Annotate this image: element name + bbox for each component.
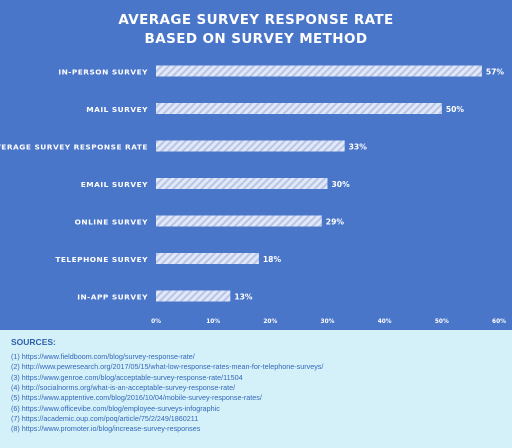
sources-section: SOURCES: (1) https://www.fieldboom.com/b… <box>11 337 506 435</box>
chart-title: AVERAGE SURVEY RESPONSE RATE BASED ON SU… <box>0 11 512 49</box>
chart-title-line-2: BASED ON SURVEY METHOD <box>144 31 368 47</box>
source-link[interactable]: (6) https://www.officevibe.com/blog/empl… <box>11 403 220 413</box>
bar <box>156 65 482 77</box>
category-label: EMAIL SURVEY <box>81 180 148 189</box>
bar-chart: IN-PERSON SURVEY 57% MAIL SURVEY 50% AVERAGE… <box>0 65 506 325</box>
bar <box>156 140 345 152</box>
bar <box>156 103 442 114</box>
value-label: 13% <box>234 293 253 302</box>
source-link[interactable]: (1) https://www.fieldboom.com/blog/surve… <box>11 352 195 361</box>
value-label: 30% <box>332 180 351 189</box>
x-tick-label: 10% <box>206 319 220 325</box>
bar <box>156 290 231 302</box>
x-tick-label: 60% <box>492 319 506 325</box>
x-tick-label: 30% <box>321 319 335 325</box>
category-label: MAIL SURVEY <box>86 105 148 114</box>
x-tick-label: 20% <box>263 319 277 325</box>
category-label: AVERAGE SURVEY RESPONSE RATE <box>0 143 148 152</box>
sources-list: (1) https://www.fieldboom.com/blog/surve… <box>11 352 506 435</box>
x-tick-label: 0% <box>151 319 161 325</box>
source-link[interactable]: (5) https://www.apptentive.com/blog/2016… <box>11 393 262 403</box>
source-link[interactable]: (8) https://www.promoter.io/blog/increas… <box>11 424 201 434</box>
x-tick-label: 50% <box>435 319 449 325</box>
bar <box>156 178 328 189</box>
source-link[interactable]: (3) https://www.genroe.com/blog/acceptab… <box>11 372 243 382</box>
category-label: IN-APP SURVEY <box>77 293 148 302</box>
category-label: ONLINE SURVEY <box>75 218 149 227</box>
source-link[interactable]: (4) http://socialnorms.org/what-is-an-ac… <box>11 383 236 393</box>
value-label: 33% <box>349 143 368 152</box>
value-label: 57% <box>486 68 505 77</box>
source-link[interactable]: (7) https://academic.oup.com/poq/article… <box>11 414 199 424</box>
value-label: 50% <box>446 105 465 114</box>
value-label: 18% <box>263 255 282 264</box>
source-link[interactable]: (2) http://www.pewresearch.org/2017/05/1… <box>11 362 324 372</box>
bar <box>156 253 259 264</box>
category-label: IN-PERSON SURVEY <box>58 68 148 77</box>
sources-heading: SOURCES: <box>11 337 56 347</box>
chart-title-line-1: AVERAGE SURVEY RESPONSE RATE <box>118 12 394 28</box>
value-label: 29% <box>326 218 345 227</box>
category-label: TELEPHONE SURVEY <box>55 255 148 264</box>
chart-panel <box>0 0 512 330</box>
x-tick-label: 40% <box>378 319 392 325</box>
bar <box>156 215 322 227</box>
